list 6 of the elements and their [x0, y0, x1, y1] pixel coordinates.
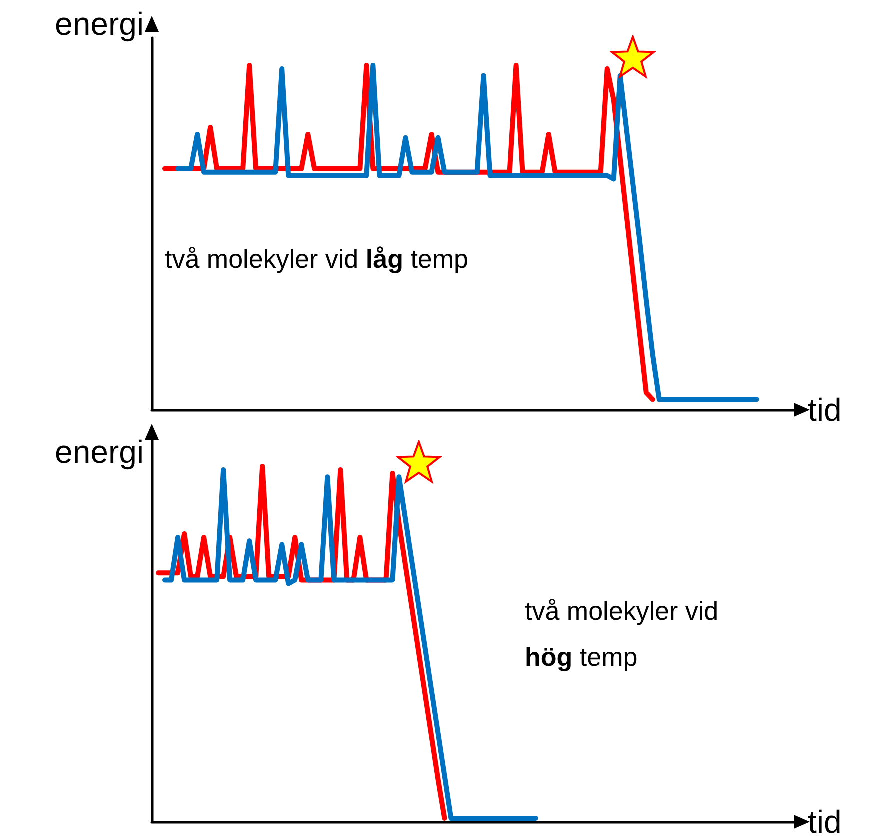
x-axis-title: tid — [808, 804, 842, 840]
y-axis-title: energi — [55, 6, 144, 42]
y-axis-title: energi — [55, 434, 144, 470]
annotation: två molekyler vid låg temp — [165, 243, 470, 276]
x-axis-title: tid — [808, 392, 842, 428]
text: två molekyler vid hög temp — [525, 596, 719, 672]
